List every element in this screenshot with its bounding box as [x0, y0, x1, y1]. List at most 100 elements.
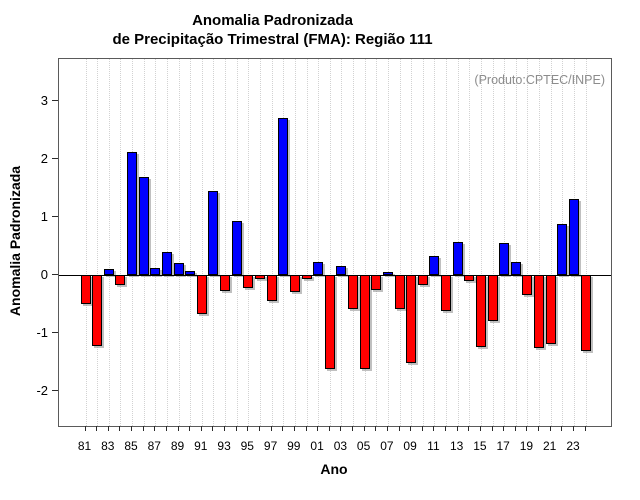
- x-tick: [317, 426, 319, 431]
- x-tick: [479, 426, 481, 431]
- gridline: [469, 59, 471, 426]
- plot-area: (Produto:CPTEC/INPE): [58, 58, 612, 427]
- y-tick: [52, 216, 58, 218]
- gridline: [271, 59, 273, 426]
- y-tick: [52, 100, 58, 102]
- x-tick: [433, 426, 435, 431]
- bar-1983: [103, 268, 114, 276]
- x-tick: [96, 426, 98, 431]
- x-tick: [549, 426, 551, 431]
- gridline: [387, 59, 389, 426]
- x-tick-label: 91: [194, 439, 208, 453]
- x-tick-label: 07: [380, 439, 394, 453]
- y-tick-label: 3: [40, 92, 48, 108]
- bar-2023: [569, 199, 579, 276]
- bar-2008: [394, 275, 405, 310]
- x-tick: [363, 426, 365, 431]
- y-tick: [52, 390, 58, 392]
- gridline: [434, 59, 436, 426]
- x-tick: [503, 426, 505, 431]
- gridline: [539, 59, 541, 426]
- bar-2011: [429, 255, 440, 276]
- x-tick: [235, 426, 237, 431]
- x-tick: [293, 426, 295, 431]
- x-tick: [375, 426, 377, 431]
- x-tick-label: 15: [473, 439, 487, 453]
- x-tick-label: 89: [170, 439, 185, 453]
- source-annotation: (Produto:CPTEC/INPE): [474, 73, 605, 87]
- x-tick-label: 99: [287, 439, 301, 453]
- bar-2015: [475, 275, 486, 348]
- bar-1989: [173, 263, 184, 276]
- bar-2022: [557, 224, 568, 276]
- x-tick-label: 83: [101, 439, 115, 453]
- bar-1991: [196, 275, 207, 315]
- x-tick: [491, 426, 493, 431]
- bar-2001: [313, 262, 324, 276]
- gridline: [329, 59, 331, 426]
- bar-1993: [220, 275, 231, 291]
- x-tick-label: 17: [496, 439, 510, 453]
- x-tick: [386, 426, 388, 431]
- bar-1992: [208, 190, 219, 276]
- bar-2017: [499, 242, 510, 276]
- chart-title: Anomalia Padronizada de Precipitação Tri…: [0, 11, 545, 49]
- y-tick: [52, 332, 58, 334]
- x-tick: [154, 426, 156, 431]
- bar-1982: [92, 275, 103, 347]
- x-tick-label: 97: [263, 439, 278, 453]
- x-tick-label: 03: [333, 439, 348, 453]
- x-tick: [468, 426, 470, 431]
- y-tick-label: 0: [40, 266, 48, 282]
- x-tick-label: 87: [147, 439, 161, 453]
- zero-line: [59, 275, 611, 277]
- x-tick: [526, 426, 528, 431]
- bar-1988: [161, 252, 172, 276]
- x-tick-label: 81: [77, 439, 92, 453]
- gridline: [201, 59, 203, 426]
- gridline: [178, 59, 180, 426]
- chart-title-line2: de Precipitação Trimestral (FMA): Região…: [112, 31, 433, 48]
- gridline: [492, 59, 494, 426]
- x-tick: [84, 426, 86, 431]
- gridline: [364, 59, 366, 426]
- x-tick: [561, 426, 563, 431]
- gridline: [504, 59, 506, 426]
- bar-1985: [127, 152, 137, 276]
- gridline: [353, 59, 354, 426]
- y-axis-title: Anomalia Padronizada: [7, 165, 23, 317]
- bar-2020: [534, 275, 545, 348]
- y-tick-label: 2: [40, 150, 48, 166]
- bar-2018: [510, 262, 521, 276]
- x-tick-label: 19: [519, 439, 534, 453]
- bar-1987: [150, 268, 161, 276]
- x-tick: [352, 426, 353, 431]
- x-tick: [224, 426, 226, 431]
- gridline: [120, 59, 122, 426]
- x-tick: [212, 426, 214, 431]
- gridline: [341, 59, 343, 426]
- bar-2006: [371, 275, 382, 291]
- bar-1999: [289, 275, 300, 293]
- x-tick-label: 13: [450, 439, 464, 453]
- gridline: [550, 59, 552, 426]
- x-tick: [398, 426, 400, 431]
- x-tick: [328, 426, 330, 431]
- gridline: [108, 59, 110, 426]
- x-tick: [340, 426, 342, 431]
- x-tick-label: 11: [427, 439, 440, 453]
- x-tick-label: 09: [403, 439, 417, 453]
- x-tick: [410, 426, 412, 431]
- gridline: [225, 59, 227, 426]
- x-tick-label: 01: [310, 439, 324, 453]
- bar-1997: [266, 275, 277, 301]
- y-tick-label: -1: [36, 324, 48, 340]
- x-tick: [131, 426, 132, 431]
- bar-2005: [359, 275, 370, 369]
- bar-2004: [348, 275, 358, 310]
- bar-1995: [243, 275, 254, 289]
- x-tick: [573, 426, 574, 431]
- x-tick: [189, 426, 191, 431]
- bar-2013: [452, 242, 463, 276]
- gridline: [190, 59, 192, 426]
